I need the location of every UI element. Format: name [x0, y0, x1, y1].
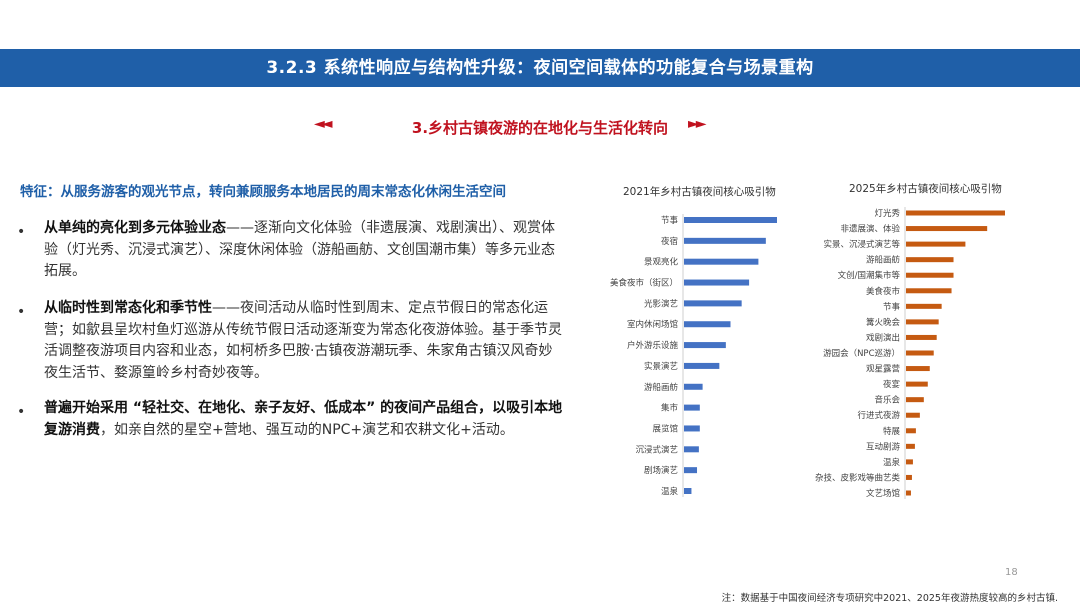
category-label: 互动剧游 — [866, 441, 901, 452]
title-banner: 3.2.3 系统性响应与结构性升级：夜间空间载体的功能复合与场景重构 — [0, 49, 1080, 87]
category-label: 实景演艺 — [644, 361, 678, 372]
category-label: 温泉 — [661, 486, 679, 497]
bar — [906, 272, 954, 278]
bar — [906, 210, 1005, 216]
category-label: 杂技、皮影戏等曲艺类 — [815, 472, 901, 483]
bar — [906, 412, 920, 418]
category-label: 景观亮化 — [644, 257, 679, 268]
category-label: 美食夜市 — [866, 286, 901, 297]
category-label: 沉浸式演艺 — [635, 444, 678, 455]
category-label: 美食夜市（街区） — [610, 278, 678, 289]
bullet-body: ，如亲自然的星空+营地、强互动的NPC+演艺和农耕文化+活动。 — [100, 421, 514, 438]
bar — [906, 319, 939, 325]
right-arrow-icon: ►► — [688, 116, 706, 132]
category-label: 灯光秀 — [874, 208, 900, 219]
category-label: 实景、沉浸式演艺等 — [823, 239, 900, 250]
chart-2025: 灯光秀非遗展演、体验实景、沉浸式演艺等游船画舫文创/国潮集市等美食夜市节事篝火晚… — [815, 207, 1005, 499]
footnote: 注：数据基于中国夜间经济专项研究中2021、2025年夜游热度较高的乡村古镇. — [721, 593, 1058, 604]
category-label: 室内休闲场馆 — [627, 319, 678, 330]
category-label: 游船画舫 — [866, 255, 901, 266]
bullet-heading: 普遍开始采用 “轻社交、在地化、亲子友好、低成本” 的夜间产品组合，以吸引本地复… — [44, 400, 563, 438]
feature-statement: 特征：从服务游客的观光节点，转向兼顾服务本地居民的周末常态化休闲生活空间 — [20, 184, 506, 200]
bar — [906, 226, 988, 232]
bar — [684, 342, 726, 349]
category-label: 集市 — [661, 403, 679, 414]
bullet-heading: 从单纯的亮化到多元体验业态 — [44, 220, 226, 236]
bar — [684, 383, 703, 390]
bullet-dot-icon: • — [17, 304, 26, 320]
bar — [906, 350, 934, 356]
bar — [684, 488, 692, 494]
bar — [684, 362, 720, 369]
bar — [684, 425, 700, 432]
category-label: 篝火晚会 — [866, 317, 901, 328]
bullet-body: ——逐渐向文化体验（非遗展演、戏剧演出）、观赏体验（灯光秀、沉浸式演艺）、深度休… — [44, 220, 555, 279]
bar — [906, 459, 913, 465]
page-title: 3.2.3 系统性响应与结构性升级：夜间空间载体的功能复合与场景重构 — [266, 58, 814, 78]
bullet-heading: 从临时性到常态化和季节性 — [44, 300, 212, 316]
bar — [684, 446, 699, 453]
bullet-item-3: 普遍开始采用 “轻社交、在地化、亲子友好、低成本” 的夜间产品组合，以吸引本地复… — [44, 398, 564, 441]
category-label: 节事 — [661, 215, 679, 226]
category-label: 文艺场馆 — [866, 488, 900, 499]
section-subtitle: 3.乡村古镇夜游的在地化与生活化转向 — [411, 119, 669, 137]
category-label: 夜宴 — [883, 379, 900, 390]
category-label: 文创/国潮集市等 — [838, 270, 901, 281]
bar — [684, 217, 777, 223]
category-label: 游园会（NPC巡游） — [823, 348, 900, 359]
bar — [906, 490, 911, 496]
category-label: 游船画舫 — [644, 382, 679, 393]
bar — [684, 237, 766, 244]
bar — [906, 303, 942, 309]
bar — [684, 467, 698, 474]
category-label: 户外游乐设施 — [627, 340, 679, 351]
bar — [684, 404, 700, 411]
bar — [906, 474, 912, 480]
bullet-item-1: 从单纯的亮化到多元体验业态——逐渐向文化体验（非遗展演、戏剧演出）、观赏体验（灯… — [44, 218, 564, 283]
category-label: 展览馆 — [652, 423, 678, 434]
bar — [906, 241, 966, 247]
category-label: 剧场演艺 — [644, 465, 678, 476]
chart-title-2025: 2025年乡村古镇夜间核心吸引物 — [849, 183, 1002, 195]
bar — [684, 279, 750, 286]
category-label: 特展 — [883, 426, 901, 437]
bar — [906, 334, 937, 340]
bar — [906, 366, 930, 372]
bullet-item-2: 从临时性到常态化和季节性——夜间活动从临时性到周末、定点节假日的常态化运营；如歙… — [44, 298, 564, 384]
bullet-dot-icon: • — [17, 404, 26, 420]
left-arrow-icon: ◄◄ — [314, 116, 332, 132]
category-label: 光影演艺 — [644, 298, 678, 309]
chart-title-2021: 2021年乡村古镇夜间核心吸引物 — [623, 186, 776, 198]
bar — [906, 257, 954, 263]
bar — [684, 258, 759, 265]
category-label: 戏剧演出 — [866, 332, 900, 343]
page-number: 18 — [1005, 567, 1018, 578]
bar — [906, 443, 915, 449]
bar — [906, 428, 916, 434]
bar — [684, 321, 731, 328]
bar — [684, 300, 742, 307]
bar — [906, 397, 924, 403]
category-label: 音乐会 — [874, 395, 900, 406]
category-label: 夜宿 — [661, 236, 678, 247]
category-label: 观星露营 — [866, 364, 900, 375]
bullet-body: ——夜间活动从临时性到周末、定点节假日的常态化运营；如歙县呈坎村鱼灯巡游从传统节… — [44, 300, 562, 381]
bullet-dot-icon: • — [17, 224, 26, 240]
bar — [906, 288, 952, 294]
category-label: 非遗展演、体验 — [840, 224, 900, 235]
category-label: 节事 — [883, 301, 901, 312]
category-label: 温泉 — [883, 457, 901, 468]
category-label: 行进式夜游 — [857, 410, 900, 421]
bar — [906, 381, 928, 387]
